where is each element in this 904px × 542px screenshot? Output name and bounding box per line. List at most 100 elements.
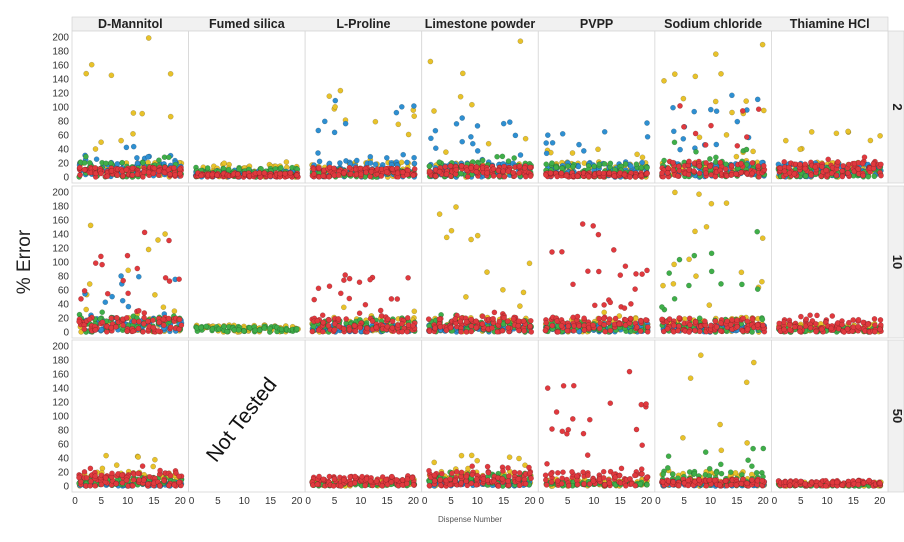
data-point <box>828 325 835 332</box>
data-point <box>672 71 678 77</box>
data-point <box>332 104 338 110</box>
data-point <box>686 315 693 322</box>
data-point <box>221 323 227 330</box>
data-point <box>171 165 177 171</box>
data-point <box>165 315 172 322</box>
data-point <box>505 168 512 175</box>
data-point <box>865 173 872 180</box>
data-point <box>426 163 433 169</box>
data-point <box>855 323 862 330</box>
data-point <box>129 172 136 178</box>
data-point <box>135 307 142 314</box>
data-point <box>675 327 681 334</box>
data-point <box>384 316 391 322</box>
facet-panel <box>188 339 306 493</box>
data-point <box>459 115 466 121</box>
data-point <box>570 281 576 288</box>
data-point <box>670 159 676 166</box>
data-point <box>108 324 115 331</box>
data-point <box>776 320 783 327</box>
data-point <box>543 172 549 178</box>
data-point <box>131 318 137 325</box>
data-point <box>761 162 767 169</box>
data-point <box>600 170 607 177</box>
facet-panel <box>188 30 306 184</box>
data-point <box>337 160 343 166</box>
data-point <box>474 148 481 154</box>
data-point <box>607 160 614 167</box>
data-point <box>463 473 470 480</box>
data-point <box>839 321 845 328</box>
data-point <box>283 159 290 165</box>
data-point <box>468 323 475 329</box>
data-point <box>293 172 300 178</box>
data-point <box>330 483 337 489</box>
data-point <box>592 302 598 309</box>
data-point <box>378 173 385 179</box>
data-point <box>755 106 762 112</box>
data-point <box>585 268 591 275</box>
data-point <box>813 328 819 335</box>
data-point <box>332 97 339 104</box>
data-point <box>626 368 633 375</box>
data-point <box>150 170 157 177</box>
data-point <box>347 474 353 480</box>
data-point <box>438 470 445 477</box>
data-point <box>118 137 124 144</box>
data-point <box>78 296 84 302</box>
data-point <box>504 318 511 325</box>
data-point <box>781 319 787 326</box>
data-point <box>759 278 765 285</box>
data-point <box>558 480 565 487</box>
data-point <box>563 172 570 179</box>
data-point <box>92 327 99 333</box>
data-point <box>356 279 363 286</box>
data-point <box>399 320 405 327</box>
data-point <box>600 468 607 475</box>
data-points <box>76 35 884 489</box>
data-point <box>734 118 741 125</box>
data-point <box>645 324 651 330</box>
data-point <box>165 154 172 161</box>
data-point <box>671 295 678 302</box>
data-point <box>661 157 667 164</box>
data-point <box>812 164 819 170</box>
data-point <box>754 322 761 328</box>
data-point <box>860 319 867 326</box>
data-point <box>739 108 746 114</box>
data-point <box>676 163 682 170</box>
data-point <box>659 304 665 310</box>
data-point <box>703 223 710 230</box>
data-point <box>738 169 744 176</box>
data-point <box>139 463 146 469</box>
data-point <box>543 140 550 146</box>
data-point <box>516 170 523 176</box>
data-point <box>506 473 512 479</box>
data-point <box>356 310 363 317</box>
data-point <box>707 163 714 170</box>
data-point <box>130 130 136 137</box>
data-point <box>404 159 410 166</box>
data-point <box>743 146 750 153</box>
data-point <box>325 316 332 323</box>
data-point <box>718 320 724 326</box>
data-point <box>367 173 374 180</box>
data-point <box>526 260 533 267</box>
y-axis-label: % Error <box>14 229 35 294</box>
x-axis-title: Dispense Number <box>438 515 502 524</box>
data-point <box>559 428 566 435</box>
data-point <box>555 329 561 335</box>
data-point <box>134 171 141 178</box>
data-point <box>287 170 294 176</box>
data-point <box>351 480 358 486</box>
data-point <box>282 170 288 177</box>
data-point <box>125 267 131 274</box>
data-point <box>861 154 868 160</box>
facet-panel <box>537 185 656 339</box>
data-point <box>692 130 699 137</box>
data-point <box>639 159 646 166</box>
data-point <box>618 465 625 472</box>
facet-panel <box>188 185 306 339</box>
data-point <box>754 228 761 235</box>
data-point <box>458 163 465 169</box>
